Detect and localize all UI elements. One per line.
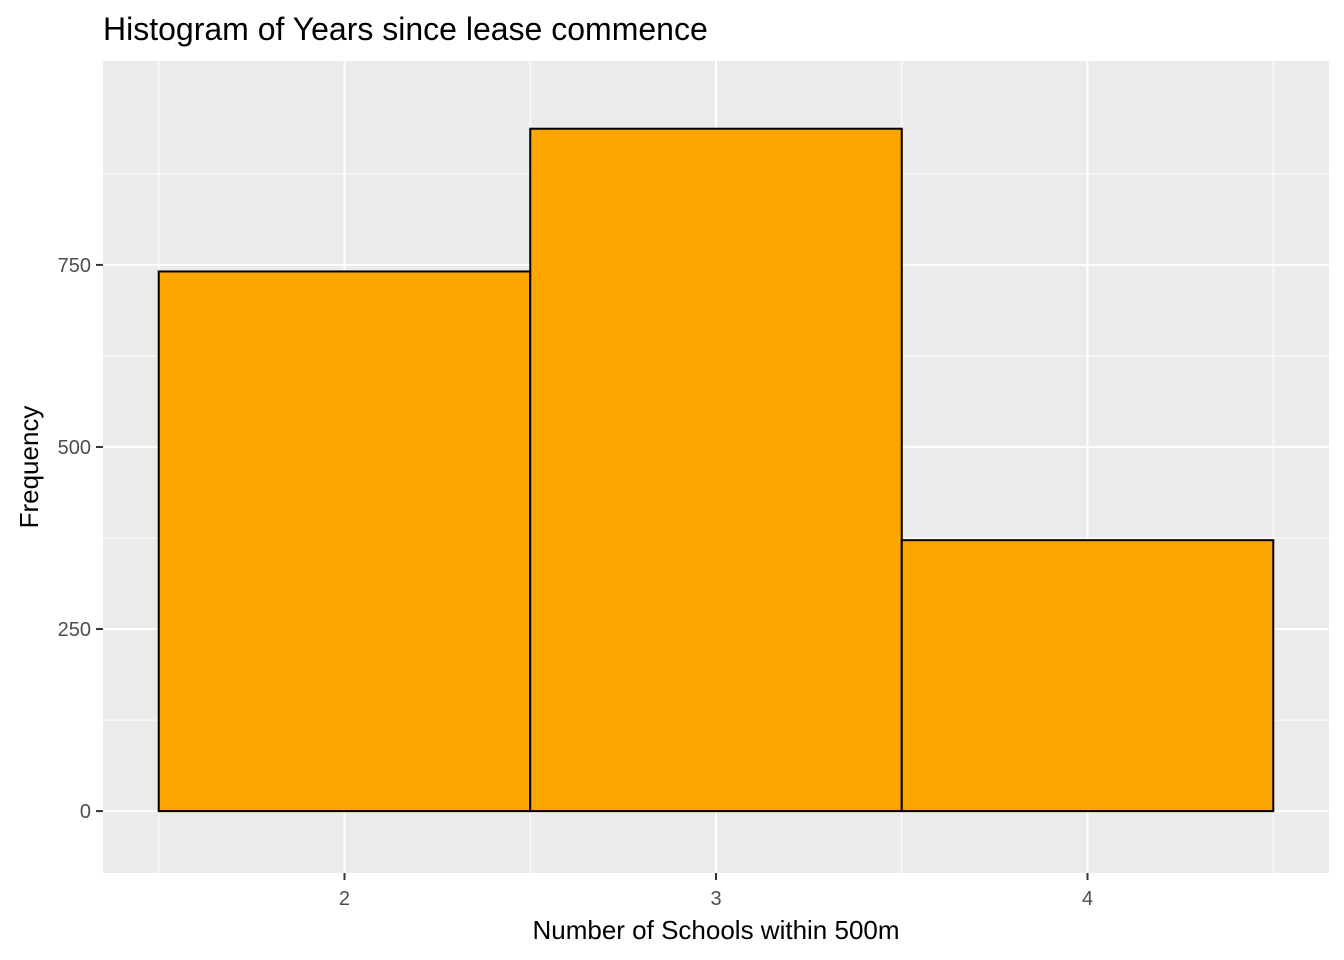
y-tick-label: 250 <box>58 619 91 641</box>
x-axis-label: Number of Schools within 500m <box>532 915 899 945</box>
bars <box>157 127 1275 813</box>
x-tick-label: 3 <box>710 888 721 910</box>
histogram-bar <box>900 539 1275 813</box>
x-tick-label: 4 <box>1082 888 1093 910</box>
x-axis: 2 3 4 <box>339 873 1093 910</box>
y-tick-label: 0 <box>80 801 91 823</box>
y-axis-label: Frequency <box>14 406 44 529</box>
chart-title: Histogram of Years since lease commence <box>103 11 708 47</box>
histogram-bar <box>157 270 532 813</box>
histogram-bar <box>529 127 903 813</box>
x-tick-label: 2 <box>339 888 350 910</box>
y-axis: 0 250 500 750 <box>58 255 103 823</box>
y-tick-label: 500 <box>58 437 91 459</box>
y-tick-label: 750 <box>58 255 91 277</box>
